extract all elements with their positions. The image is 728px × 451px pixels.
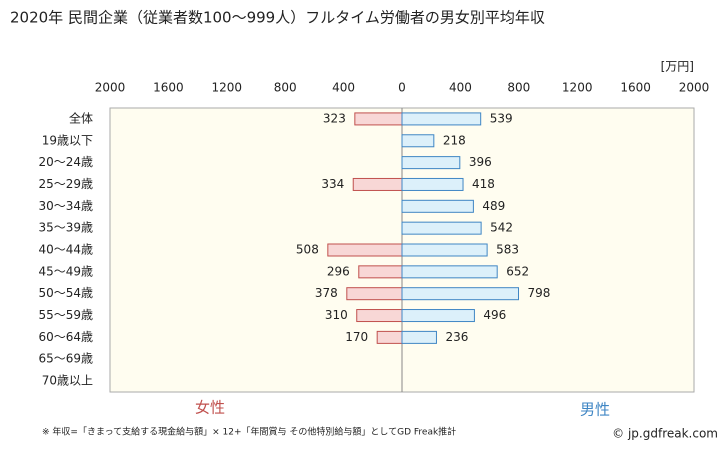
bar: [401, 330, 437, 344]
value-label: 296: [327, 264, 350, 278]
value-label: 310: [325, 308, 348, 322]
footnote: ※ 年収=「きまって支給する現金給与額」× 12+「年間賞与 その他特別給与額」…: [42, 426, 456, 438]
unit-label: [万円]: [661, 60, 694, 74]
value-label: 496: [483, 308, 506, 322]
y-tick-label: 50〜54歳: [38, 286, 93, 300]
value-label: 583: [496, 243, 519, 257]
bar: [376, 330, 403, 344]
x-tick-label: 2000: [95, 81, 126, 95]
x-tick-label: 400: [332, 81, 355, 95]
y-tick-label: 55〜59歳: [38, 308, 93, 322]
y-tick-label: 30〜34歳: [38, 199, 93, 213]
bar: [327, 243, 403, 257]
bar: [346, 287, 403, 301]
legend-label: 男性: [580, 401, 610, 419]
x-tick-label: 1200: [562, 81, 593, 95]
y-tick-label: 65〜69歳: [38, 352, 93, 366]
x-tick-label: 2000: [679, 81, 710, 95]
bar: [352, 177, 403, 191]
value-label: 218: [443, 133, 466, 147]
value-label: 798: [528, 286, 551, 300]
bar: [401, 287, 520, 301]
y-tick-label: 全体: [69, 110, 93, 125]
value-label: 489: [482, 199, 505, 213]
bar: [356, 309, 403, 323]
bar: [401, 134, 435, 148]
bar: [401, 243, 488, 257]
x-tick-label: 1200: [212, 81, 243, 95]
bar: [401, 199, 474, 213]
value-label: 542: [490, 221, 513, 235]
bar: [401, 112, 482, 126]
value-label: 396: [469, 155, 492, 169]
bar: [401, 309, 475, 323]
x-tick-label: 0: [398, 81, 406, 95]
x-tick-label: 1600: [153, 81, 184, 95]
y-tick-label: 20〜24歳: [38, 155, 93, 169]
value-label: 170: [345, 330, 368, 344]
y-tick-label: 25〜29歳: [38, 177, 93, 191]
y-tick-label: 40〜44歳: [38, 243, 93, 257]
bar: [401, 221, 482, 235]
value-label: 418: [472, 177, 495, 191]
bar: [401, 177, 464, 191]
y-tick-label: 19歳以下: [42, 133, 93, 147]
x-tick-label: 1600: [620, 81, 651, 95]
chart-title: 2020年 民間企業（従業者数100〜999人）フルタイム労働者の男女別平均年収: [10, 9, 545, 27]
value-label: 539: [490, 111, 513, 125]
value-label: 378: [315, 286, 338, 300]
y-tick-label: 45〜49歳: [38, 264, 93, 278]
bar: [401, 156, 461, 170]
bar: [354, 112, 403, 126]
value-label: 236: [445, 330, 468, 344]
value-label: 323: [323, 111, 346, 125]
y-tick-label: 70歳以上: [42, 374, 93, 388]
value-label: 334: [321, 177, 344, 191]
value-label: 508: [296, 243, 319, 257]
x-tick-label: 800: [507, 81, 530, 95]
x-tick-label: 400: [449, 81, 472, 95]
y-tick-label: 60〜64歳: [38, 330, 93, 344]
bar: [358, 265, 403, 279]
source: © jp.gdfreak.com: [612, 427, 718, 441]
legend-label: 女性: [195, 399, 225, 417]
value-label: 652: [506, 264, 529, 278]
bar: [401, 265, 498, 279]
x-tick-label: 800: [274, 81, 297, 95]
y-tick-label: 35〜39歳: [38, 221, 93, 235]
